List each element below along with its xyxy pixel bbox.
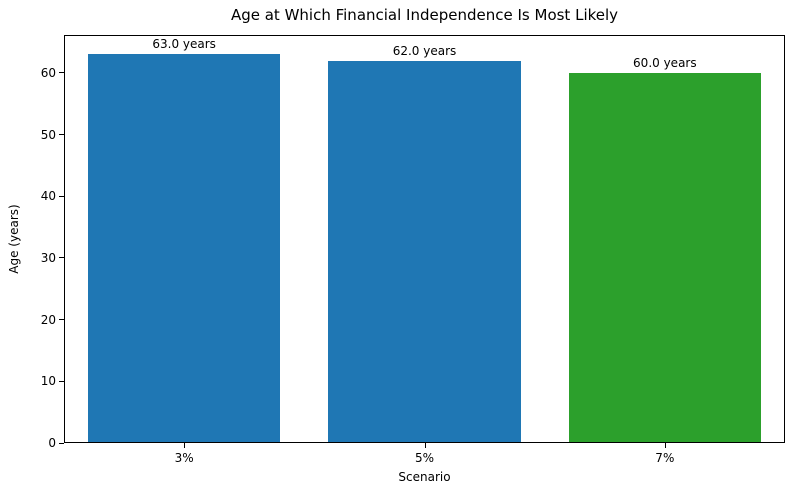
y-tick-label: 50	[40, 127, 56, 142]
y-tick-mark	[59, 195, 64, 197]
y-tick-label: 60	[40, 65, 56, 80]
bar-3%	[88, 54, 281, 442]
y-tick-mark	[59, 134, 64, 136]
x-tick-mark	[424, 443, 426, 448]
x-tick-mark	[664, 443, 666, 448]
y-tick-label: 20	[40, 312, 56, 327]
y-tick-mark	[59, 257, 64, 259]
y-tick-label: 40	[40, 189, 56, 204]
chart-title: Age at Which Financial Independence Is M…	[230, 6, 619, 24]
y-tick-label: 30	[40, 250, 56, 265]
y-tick-label: 10	[40, 374, 56, 389]
bar-value-label: 60.0 years	[633, 55, 697, 70]
bar-value-label: 62.0 years	[392, 43, 457, 58]
y-tick-mark	[59, 319, 64, 321]
bar-5%	[328, 60, 521, 442]
bar-value-label: 63.0 years	[152, 37, 216, 52]
y-axis-label: Age (years)	[7, 204, 21, 274]
bar-7%	[568, 72, 761, 442]
x-tick-mark	[184, 443, 186, 448]
x-tick-label: 5%	[414, 451, 435, 465]
x-axis-label: Scenario	[398, 470, 451, 484]
y-tick-mark	[59, 442, 64, 444]
y-tick-mark	[59, 380, 64, 382]
y-tick-mark	[59, 72, 64, 74]
y-tick-label: 0	[48, 436, 56, 450]
x-tick-label: 7%	[655, 451, 675, 465]
x-tick-label: 3%	[174, 451, 194, 465]
